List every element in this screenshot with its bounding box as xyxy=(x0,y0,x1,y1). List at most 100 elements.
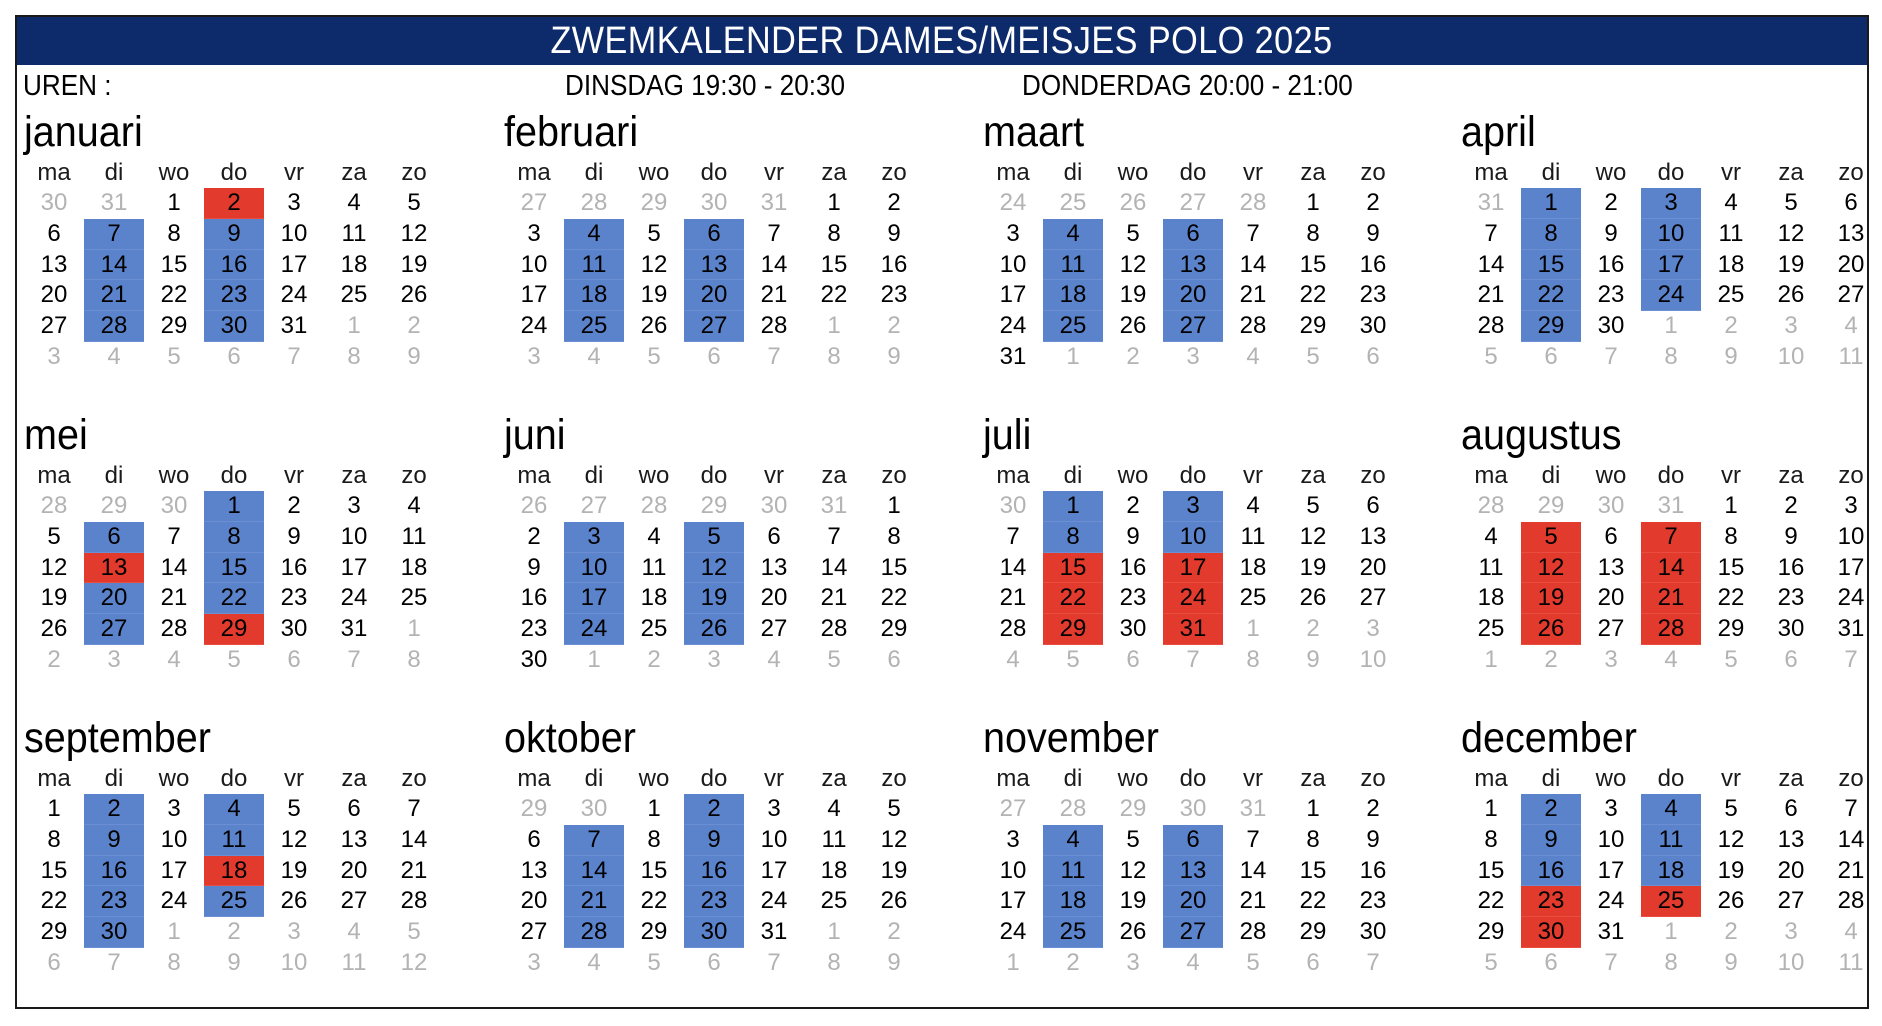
day: 22 xyxy=(1299,887,1327,915)
week-row: 1 2 3 4 5 6 7 xyxy=(983,948,1403,979)
day-other-month: 3 xyxy=(1186,342,1200,370)
day: 7 xyxy=(1844,795,1858,822)
day: 12 xyxy=(1299,522,1327,550)
day: 13 xyxy=(1597,553,1625,581)
day: 15 xyxy=(1477,856,1505,884)
weekday-header-row: ma di wo do vr za zo xyxy=(1461,761,1881,794)
weekday-label: vr xyxy=(1243,765,1263,792)
day: 18 xyxy=(340,250,368,278)
day: 20 xyxy=(340,856,368,884)
week-row: 13 14 15 16 17 18 19 xyxy=(24,249,444,281)
day-other-month: 1 xyxy=(407,615,421,643)
week-row: 30 1 2 3 4 5 6 xyxy=(504,645,924,676)
weekday-label: do xyxy=(1179,159,1207,186)
day-highlight-blue: 28 xyxy=(564,917,624,948)
day-highlight-blue: 25 xyxy=(564,311,624,342)
day: 22 xyxy=(160,281,188,309)
day: 19 xyxy=(1119,887,1147,915)
day-other-month: 4 xyxy=(587,342,601,370)
day-other-month: 4 xyxy=(1664,645,1678,673)
day: 19 xyxy=(280,856,308,884)
day-highlight-blue: 21 xyxy=(564,886,624,918)
day: 14 xyxy=(160,553,188,581)
day-other-month: 6 xyxy=(1544,342,1558,370)
month-september: september ma di wo do vr za zo 1 2 3 4 5 6 7 8 9 10 11 12 13… xyxy=(17,713,457,1003)
day-other-month: 9 xyxy=(227,948,241,976)
day-highlight-blue: 14 xyxy=(84,249,144,281)
day: 22 xyxy=(1299,281,1327,309)
month-name-text: november xyxy=(983,714,1159,762)
day: 24 xyxy=(340,584,368,612)
day-highlight-red: 17 xyxy=(1163,552,1223,584)
day: 17 xyxy=(999,281,1027,309)
day-highlight-red: 12 xyxy=(1521,552,1581,584)
day: 14 xyxy=(1239,250,1267,278)
month-name: februari xyxy=(504,107,650,157)
day: 9 xyxy=(887,219,901,247)
day: 5 xyxy=(647,219,661,247)
day: 3 xyxy=(1604,795,1618,822)
day: 14 xyxy=(400,825,428,853)
weekday-label: ma xyxy=(1474,765,1508,792)
day-other-month: 8 xyxy=(347,342,361,370)
day-highlight-blue: 27 xyxy=(1163,917,1223,948)
weekday-label: zo xyxy=(1838,462,1864,489)
month-grid: ma di wo do vr za zo 29 30 1 2 3 4 5 6 7 8 9 10 11 12 13 14 15 1… xyxy=(504,761,924,979)
weekday-label: za xyxy=(341,765,367,792)
day-highlight-blue: 14 xyxy=(564,855,624,887)
month-name: maart xyxy=(983,107,1093,157)
day: 29 xyxy=(40,918,68,946)
day: 25 xyxy=(1239,584,1267,612)
day-other-month: 2 xyxy=(227,918,241,946)
day: 22 xyxy=(40,887,68,915)
weekday-label: zo xyxy=(1838,159,1864,186)
day: 11 xyxy=(401,522,427,550)
day-highlight-red: 2 xyxy=(204,188,264,219)
day: 17 xyxy=(999,887,1027,915)
week-row: 30 31 1 2 3 4 5 xyxy=(24,188,444,219)
week-row: 19 20 21 22 23 24 25 xyxy=(24,583,444,615)
day: 2 xyxy=(1784,492,1798,519)
day: 26 xyxy=(280,887,308,915)
day-other-month: 26 xyxy=(520,492,548,519)
day: 11 xyxy=(821,825,847,853)
day: 10 xyxy=(1837,522,1865,550)
day: 16 xyxy=(1597,250,1625,278)
day-other-month: 30 xyxy=(1597,492,1625,519)
weekday-label: wo xyxy=(1117,765,1149,792)
week-row: 17 18 19 20 21 22 23 xyxy=(504,280,924,312)
day-other-month: 8 xyxy=(1664,342,1678,370)
day-other-month: 31 xyxy=(820,492,848,519)
weekday-label: zo xyxy=(401,462,427,489)
week-row: 28 29 30 31 1 2 3 xyxy=(1461,491,1881,522)
weekday-label: ma xyxy=(996,765,1030,792)
weekday-label: ma xyxy=(517,159,551,186)
week-row: 15 16 17 18 19 20 21 xyxy=(24,855,444,887)
week-row: 28 29 30 1 2 3 4 xyxy=(1461,311,1881,342)
week-row: 27 28 29 30 31 1 2 xyxy=(24,311,444,342)
month-juli: juli ma di wo do vr za zo 30 1 2 3 4 5 6 7 8 9 10 11 12 13 14 1… xyxy=(976,410,1416,700)
day: 28 xyxy=(1239,312,1267,340)
day: 20 xyxy=(760,584,788,612)
week-row: 25 26 27 28 29 30 31 xyxy=(1461,614,1881,645)
day: 29 xyxy=(160,312,188,340)
day: 12 xyxy=(1119,250,1147,278)
day: 6 xyxy=(47,219,61,247)
day-other-month: 2 xyxy=(1724,918,1738,946)
day: 22 xyxy=(820,281,848,309)
day-highlight-red: 29 xyxy=(1043,614,1103,645)
day-other-month: 30 xyxy=(160,492,188,519)
week-row: 17 18 19 20 21 22 23 xyxy=(983,886,1403,918)
day: 1 xyxy=(1724,492,1738,519)
day: 17 xyxy=(1837,553,1865,581)
day-other-month: 6 xyxy=(287,645,301,673)
month-grid: ma di wo do vr za zo 26 27 28 29 30 31 1 2 3 4 5 6 7 8 9 10 11 1… xyxy=(504,458,924,676)
day-highlight-blue: 16 xyxy=(204,249,264,281)
day-other-month: 8 xyxy=(827,342,841,370)
day: 7 xyxy=(1246,825,1260,853)
weekday-label: di xyxy=(1541,765,1561,792)
day-highlight-blue: 1 xyxy=(204,491,264,522)
